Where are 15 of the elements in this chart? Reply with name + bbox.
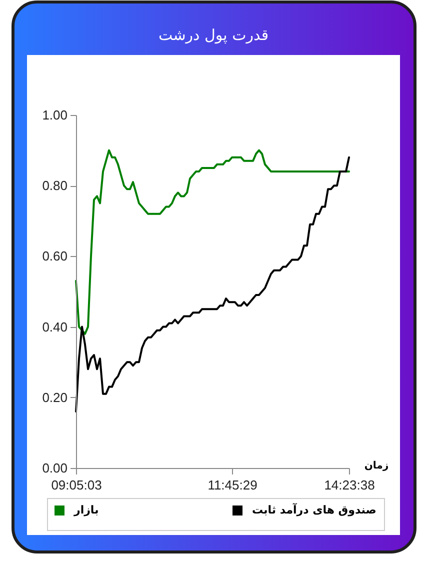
x-tick-label: 14:23:38 [324, 478, 375, 492]
line-series [75, 156, 350, 413]
y-tick-label: 0.20 [42, 390, 68, 405]
chart-title: قدرت پول درشت [158, 26, 268, 44]
y-tick-label: 0.40 [42, 319, 68, 334]
x-tick-label: 11:45:29 [208, 478, 258, 492]
y-tick-label: 0.00 [42, 460, 68, 476]
x-tick-label: 09:05:03 [51, 478, 102, 492]
x-axis-title: زمان [364, 460, 389, 472]
legend-label: بازار [73, 504, 99, 516]
y-tick-label: 0.60 [42, 248, 68, 264]
legend-label: صندوق های درآمد ثابت [252, 502, 376, 516]
y-tick-label: 0.80 [42, 178, 68, 194]
line-series [75, 149, 350, 335]
y-tick-label: 1.00 [42, 108, 68, 122]
